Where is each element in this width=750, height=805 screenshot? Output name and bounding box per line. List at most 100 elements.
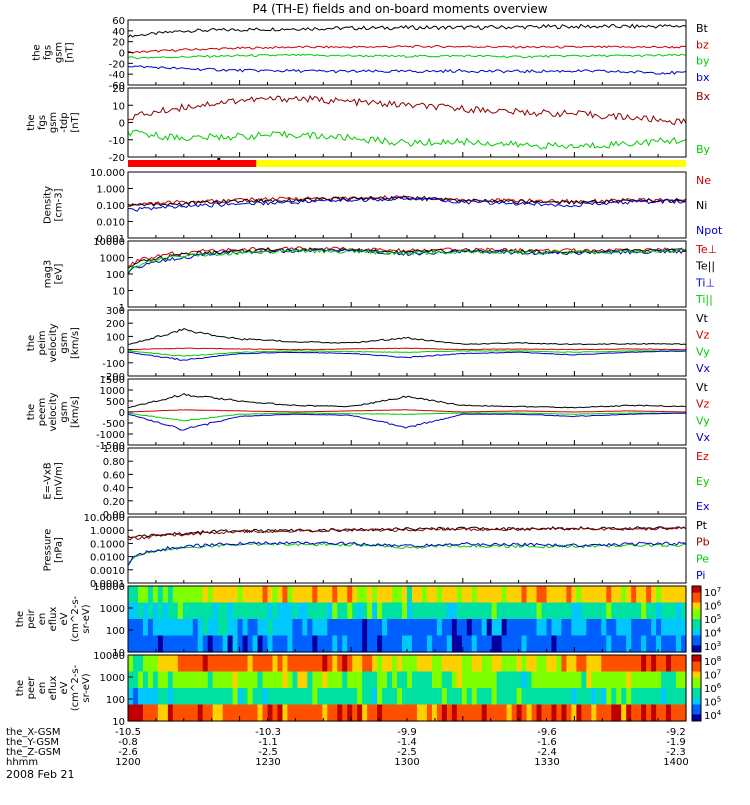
spectrogram-cell bbox=[342, 586, 348, 604]
spectrogram-cell bbox=[297, 619, 303, 637]
spectrogram-cell bbox=[237, 635, 244, 653]
spectrogram-cell bbox=[267, 602, 274, 620]
spectrogram-cell bbox=[571, 671, 577, 689]
spectrogram-cell bbox=[262, 635, 269, 653]
y-axis-label-line: -tdp bbox=[59, 112, 70, 132]
y-tick-label: 20 bbox=[112, 84, 125, 95]
spectrogram-cell bbox=[601, 671, 607, 689]
spectrogram-cell bbox=[486, 602, 493, 620]
spectrogram-cell bbox=[342, 704, 348, 722]
spectrogram-cell bbox=[541, 688, 548, 706]
series-line-Vx bbox=[127, 350, 687, 361]
spectrogram-cell bbox=[407, 688, 413, 706]
spectrogram-cell bbox=[352, 688, 358, 706]
spectrogram-cell bbox=[262, 671, 269, 689]
spectrogram-cell bbox=[327, 671, 333, 689]
spectrogram-cell bbox=[377, 688, 383, 706]
spectrogram-cell bbox=[402, 655, 408, 673]
spectrogram-cell bbox=[656, 602, 662, 620]
y-axis-label-line: the bbox=[26, 114, 37, 130]
spectrogram-cell bbox=[621, 586, 627, 604]
spectrogram-cell bbox=[626, 586, 632, 604]
panel-pressure: PtPbPePi10.00001.00000.10000.01000.00100… bbox=[43, 513, 710, 590]
y-tick-label: 0.80 bbox=[103, 457, 125, 468]
spectrogram-cell bbox=[436, 671, 443, 689]
spectrogram-cell bbox=[436, 586, 443, 604]
spectrogram-cell bbox=[586, 688, 592, 706]
colorbar-cell bbox=[692, 717, 701, 722]
y-tick-label: 40 bbox=[112, 27, 125, 38]
spectrogram-cell bbox=[496, 635, 503, 653]
spectrogram-cell bbox=[372, 586, 378, 604]
spectrogram-cell bbox=[242, 586, 249, 604]
spectrogram-cell bbox=[182, 635, 189, 653]
spectrogram-cell bbox=[387, 602, 393, 620]
spectrogram-cell bbox=[387, 619, 393, 637]
spectrogram-cell bbox=[212, 619, 219, 637]
spectrogram-cell bbox=[177, 655, 184, 673]
spectrogram-cell bbox=[377, 635, 383, 653]
series-line-By bbox=[127, 129, 687, 150]
spectrogram-cell bbox=[252, 671, 259, 689]
legend-label: Vy bbox=[696, 345, 710, 358]
spectrogram-cell bbox=[556, 635, 563, 653]
spectrogram-cell bbox=[526, 635, 533, 653]
spectrogram-cell bbox=[272, 586, 279, 604]
y-axis-label-line: the bbox=[26, 335, 37, 351]
spectrogram-cell bbox=[337, 602, 343, 620]
spectrogram-cell bbox=[556, 655, 563, 673]
spectrogram-cell bbox=[666, 635, 672, 653]
spectrogram-cell bbox=[297, 704, 303, 722]
spectrogram-cell bbox=[392, 635, 398, 653]
y-tick-label: 1000 bbox=[100, 673, 125, 684]
spectrogram-cell bbox=[292, 688, 298, 706]
spectrogram-cell bbox=[192, 655, 199, 673]
spectrogram-cell bbox=[362, 619, 368, 637]
spectrogram-cell bbox=[302, 635, 308, 653]
y-tick-label: 100 bbox=[106, 270, 125, 281]
spectrogram-cell bbox=[516, 704, 523, 722]
spectrogram-cell bbox=[257, 704, 264, 722]
spectrogram-cell bbox=[671, 688, 677, 706]
spectrogram-cell bbox=[436, 655, 443, 673]
y-axis-label-line: gsm bbox=[59, 401, 70, 422]
colorbar-cell bbox=[692, 612, 701, 617]
spectrogram-cell bbox=[222, 635, 229, 653]
y-axis-label-line: mag3 bbox=[43, 260, 54, 289]
axis-row-value: -10.3 bbox=[255, 727, 281, 738]
spectrogram-cell bbox=[177, 586, 184, 604]
spectrogram-cell bbox=[342, 688, 348, 706]
spectrogram-cell bbox=[516, 688, 523, 706]
spectrogram-cell bbox=[307, 619, 313, 637]
spectrogram-cell bbox=[327, 704, 333, 722]
spectrogram-cell bbox=[496, 704, 503, 722]
spectrogram-cell bbox=[596, 586, 602, 604]
spectrogram-cell bbox=[661, 619, 667, 637]
spectrogram-cell bbox=[337, 688, 343, 706]
spectrogram-cell bbox=[167, 688, 174, 706]
legend-label: Vx bbox=[696, 362, 711, 375]
spectrogram-cell bbox=[332, 619, 338, 637]
spectrogram-cell bbox=[521, 602, 528, 620]
spectrogram-cell bbox=[362, 688, 368, 706]
series-line-Vz bbox=[127, 409, 687, 413]
spectrogram-cell bbox=[262, 655, 269, 673]
spectrogram-cell bbox=[187, 619, 194, 637]
spectrogram-cell bbox=[526, 655, 533, 673]
y-tick-label: 100 bbox=[106, 626, 125, 637]
spectrogram-cell bbox=[197, 635, 204, 653]
spectrogram-cell bbox=[362, 586, 368, 604]
spectrogram-cell bbox=[641, 704, 647, 722]
y-tick-label: 10 bbox=[112, 717, 125, 728]
spectrogram-cell bbox=[656, 655, 662, 673]
spectrogram-cell bbox=[352, 704, 358, 722]
spectrogram-cell bbox=[212, 688, 219, 706]
spectrogram-cell bbox=[247, 586, 254, 604]
axis-row-value: 1400 bbox=[663, 757, 688, 768]
spectrogram-cell bbox=[172, 655, 179, 673]
spectrogram-cell bbox=[641, 635, 647, 653]
spectrogram-cell bbox=[566, 586, 573, 604]
colorbar-cell bbox=[692, 622, 701, 627]
spectrogram-cell bbox=[551, 655, 558, 673]
spectrogram-cell bbox=[641, 671, 647, 689]
